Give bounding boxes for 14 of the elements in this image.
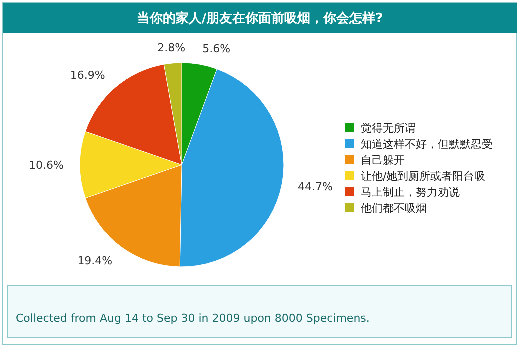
data-label: 44.7% [298, 180, 333, 194]
data-label: 10.6% [29, 158, 64, 172]
text: Collected from Aug 14 to Sep 30 in 2009 upon 8000 Specimens. [16, 312, 370, 325]
legend-label: 自己躲开 [361, 154, 405, 167]
legend-label: 马上制止，努力劝说 [361, 186, 460, 199]
data-label: 5.6% [202, 42, 231, 56]
data-label: 2.8% [158, 41, 186, 54]
legend-label: 他们都不吸烟 [361, 202, 427, 215]
legend-label: 让他/她到厕所或者阳台吸 [361, 170, 486, 183]
data-label: 16.9% [70, 69, 106, 82]
legend-label: 觉得无所谓 [361, 122, 416, 135]
chart-title: 当你的家人/朋友在你面前吸烟，你会怎样? [136, 10, 384, 27]
legend-label: 知道这样不好，但默默忍受 [361, 138, 493, 151]
data-label: 19.4% [78, 254, 113, 268]
